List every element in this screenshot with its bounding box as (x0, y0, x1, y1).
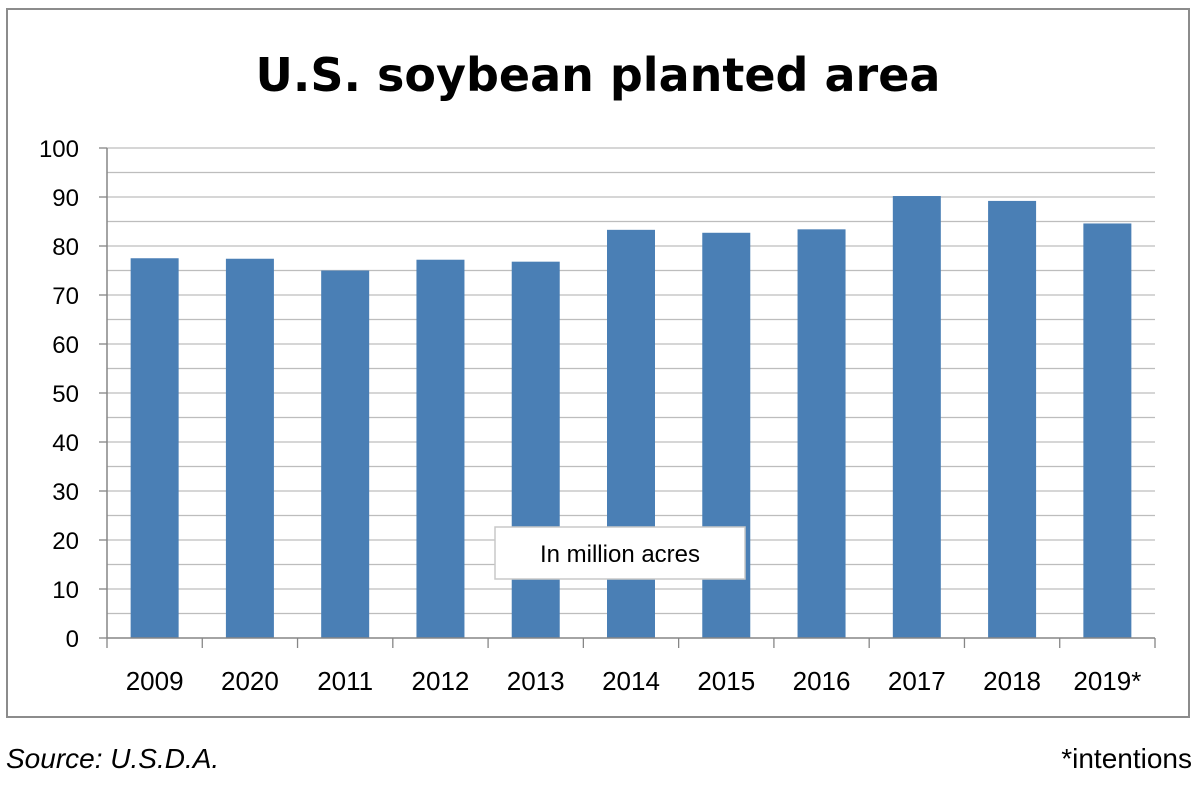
bar (797, 229, 846, 638)
annotation-box: In million acres (494, 526, 746, 580)
bar (321, 270, 370, 638)
bar (225, 258, 274, 638)
x-tick-label: 2012 (412, 666, 470, 696)
y-tick-label: 60 (52, 332, 79, 359)
bar (511, 261, 560, 638)
x-tick-label: 2019* (1073, 666, 1141, 696)
annotation-box-bg (494, 526, 746, 580)
x-tick-label: 2015 (697, 666, 755, 696)
x-tick-label: 2020 (221, 666, 279, 696)
bar (1083, 223, 1132, 638)
y-tick-label: 90 (52, 185, 79, 212)
annotation-text: In million acres (540, 541, 700, 568)
bar (988, 200, 1037, 639)
x-tick-label: 2011 (317, 666, 373, 696)
source-note: Source: U.S.D.A. (6, 743, 220, 774)
bar (892, 196, 941, 638)
x-axis-ticks: 2009 2020 2011 2012 2013 2014 2015 2016 2017 2018… (126, 666, 1142, 696)
y-tick-label: 0 (66, 626, 79, 653)
x-tick-label: 2013 (507, 666, 565, 696)
footnote: *intentions (1061, 743, 1192, 774)
axes (99, 147, 1156, 648)
bars (130, 196, 1132, 639)
y-tick-label: 30 (52, 479, 79, 506)
x-tick-label: 2014 (602, 666, 660, 696)
x-tick-label: 2017 (888, 666, 946, 696)
x-tick-label: 2018 (983, 666, 1041, 696)
bar (416, 259, 465, 638)
y-tick-label: 70 (52, 283, 79, 310)
x-tick-label: 2009 (126, 666, 184, 696)
y-tick-label: 40 (52, 430, 79, 457)
y-tick-label: 20 (52, 528, 79, 555)
chart-title: U.S. soybean planted area (256, 48, 941, 102)
bar (130, 258, 179, 638)
x-tick-label: 2016 (793, 666, 851, 696)
y-tick-label: 10 (52, 577, 79, 604)
y-axis-ticks: 0 10 20 30 40 50 60 70 80 90 100 (39, 136, 79, 653)
y-tick-label: 100 (39, 136, 79, 163)
y-tick-label: 80 (52, 234, 79, 261)
y-tick-label: 50 (52, 381, 79, 408)
